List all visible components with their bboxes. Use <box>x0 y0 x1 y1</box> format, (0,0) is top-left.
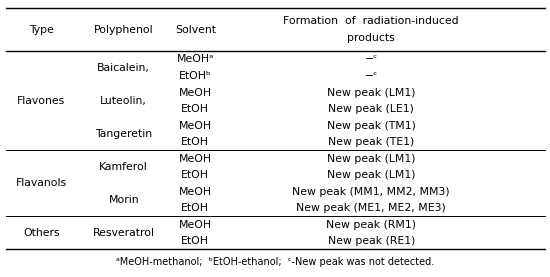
Text: Others: Others <box>23 228 59 238</box>
Text: Polyphenol: Polyphenol <box>94 25 153 35</box>
Text: MeOHᵃ: MeOHᵃ <box>177 55 214 65</box>
Text: EtOHᵇ: EtOHᵇ <box>179 71 212 81</box>
Text: New peak (ME1, ME2, ME3): New peak (ME1, ME2, ME3) <box>296 203 446 213</box>
Text: Baicalein,: Baicalein, <box>97 63 150 73</box>
Text: Type: Type <box>29 25 54 35</box>
Text: Flavanols: Flavanols <box>16 178 67 188</box>
Text: EtOH: EtOH <box>182 104 209 114</box>
Text: −ᶜ: −ᶜ <box>365 55 378 65</box>
Text: MeOH: MeOH <box>179 153 212 163</box>
Text: New peak (TE1): New peak (TE1) <box>328 137 414 147</box>
Text: Resveratrol: Resveratrol <box>93 228 155 238</box>
Text: New peak (LE1): New peak (LE1) <box>328 104 414 114</box>
Text: New peak (TM1): New peak (TM1) <box>327 120 416 130</box>
Text: Solvent: Solvent <box>175 25 216 35</box>
Text: EtOH: EtOH <box>182 137 209 147</box>
Text: New peak (MM1, MM2, MM3): New peak (MM1, MM2, MM3) <box>293 186 450 197</box>
Text: ᵃMeOH-methanol;  ᵇEtOH-ethanol;  ᶜ-New peak was not detected.: ᵃMeOH-methanol; ᵇEtOH-ethanol; ᶜ-New pea… <box>116 257 434 267</box>
Text: Kamferol: Kamferol <box>100 162 148 172</box>
Text: Formation  of  radiation-induced: Formation of radiation-induced <box>283 16 459 27</box>
Text: Morin: Morin <box>108 195 139 205</box>
Text: −ᶜ: −ᶜ <box>365 71 378 81</box>
Text: MeOH: MeOH <box>179 220 212 230</box>
Text: New peak (RE1): New peak (RE1) <box>328 236 415 246</box>
Text: EtOH: EtOH <box>182 203 209 213</box>
Text: New peak (LM1): New peak (LM1) <box>327 153 415 163</box>
Text: Tangeretin: Tangeretin <box>95 129 152 139</box>
Text: MeOH: MeOH <box>179 120 212 130</box>
Text: New peak (RM1): New peak (RM1) <box>326 220 416 230</box>
Text: Luteolin,: Luteolin, <box>100 96 147 106</box>
Text: New peak (LM1): New peak (LM1) <box>327 170 415 180</box>
Text: products: products <box>348 33 395 43</box>
Text: MeOH: MeOH <box>179 186 212 197</box>
Text: EtOH: EtOH <box>182 170 209 180</box>
Text: New peak (LM1): New peak (LM1) <box>327 88 415 98</box>
Text: EtOH: EtOH <box>182 236 209 246</box>
Text: MeOH: MeOH <box>179 88 212 98</box>
Text: Flavones: Flavones <box>17 96 65 106</box>
